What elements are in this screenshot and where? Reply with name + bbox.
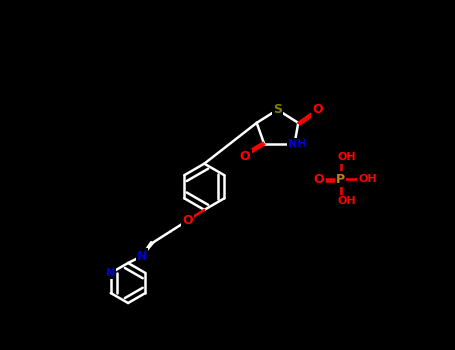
Text: OH: OH <box>338 153 356 162</box>
Text: O: O <box>312 103 323 116</box>
Text: OH: OH <box>358 174 377 184</box>
Text: P: P <box>336 173 345 186</box>
Text: O: O <box>182 214 192 227</box>
Text: S: S <box>273 103 282 116</box>
Text: O: O <box>240 150 250 163</box>
Text: N: N <box>106 268 116 278</box>
Text: N: N <box>137 250 147 262</box>
Text: O: O <box>314 173 324 186</box>
Text: OH: OH <box>338 196 356 205</box>
Text: NH: NH <box>288 139 307 149</box>
